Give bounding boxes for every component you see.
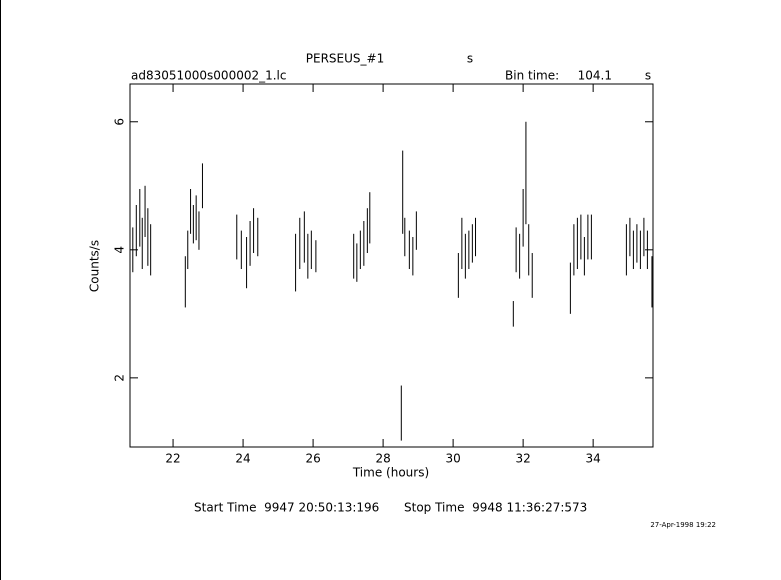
y-tick-label: 6 <box>113 118 127 126</box>
start-time: Start Time 9947 20:50:13:196 <box>194 501 379 515</box>
plot-frame <box>129 83 654 448</box>
x-tick-label: 30 <box>445 452 460 466</box>
x-tick-label: 28 <box>375 452 390 466</box>
bin-value: 104.1 <box>578 69 612 83</box>
date: 27-Apr-1998 19:22 <box>650 521 716 529</box>
title-unit: s <box>467 52 473 66</box>
x-tick-label: 34 <box>585 452 600 466</box>
chart-title: PERSEUS_#1 <box>306 52 384 66</box>
x-tick-label: 26 <box>305 452 320 466</box>
y-tick-label: 4 <box>113 246 127 254</box>
bin-unit: s <box>645 69 651 83</box>
y-tick-label: 2 <box>113 374 127 382</box>
x-axis-label: Time (hours) <box>352 466 429 480</box>
y-axis-label: Counts/s <box>88 240 102 292</box>
x-tick-label: 22 <box>165 452 180 466</box>
subtitle: ad83051000s000002_1.lc <box>131 69 287 83</box>
x-tick-label: 24 <box>235 452 250 466</box>
stop-time: Stop Time 9948 11:36:27:573 <box>404 501 587 515</box>
bin-label: Bin time: <box>505 69 559 83</box>
x-tick-label: 32 <box>515 452 530 466</box>
